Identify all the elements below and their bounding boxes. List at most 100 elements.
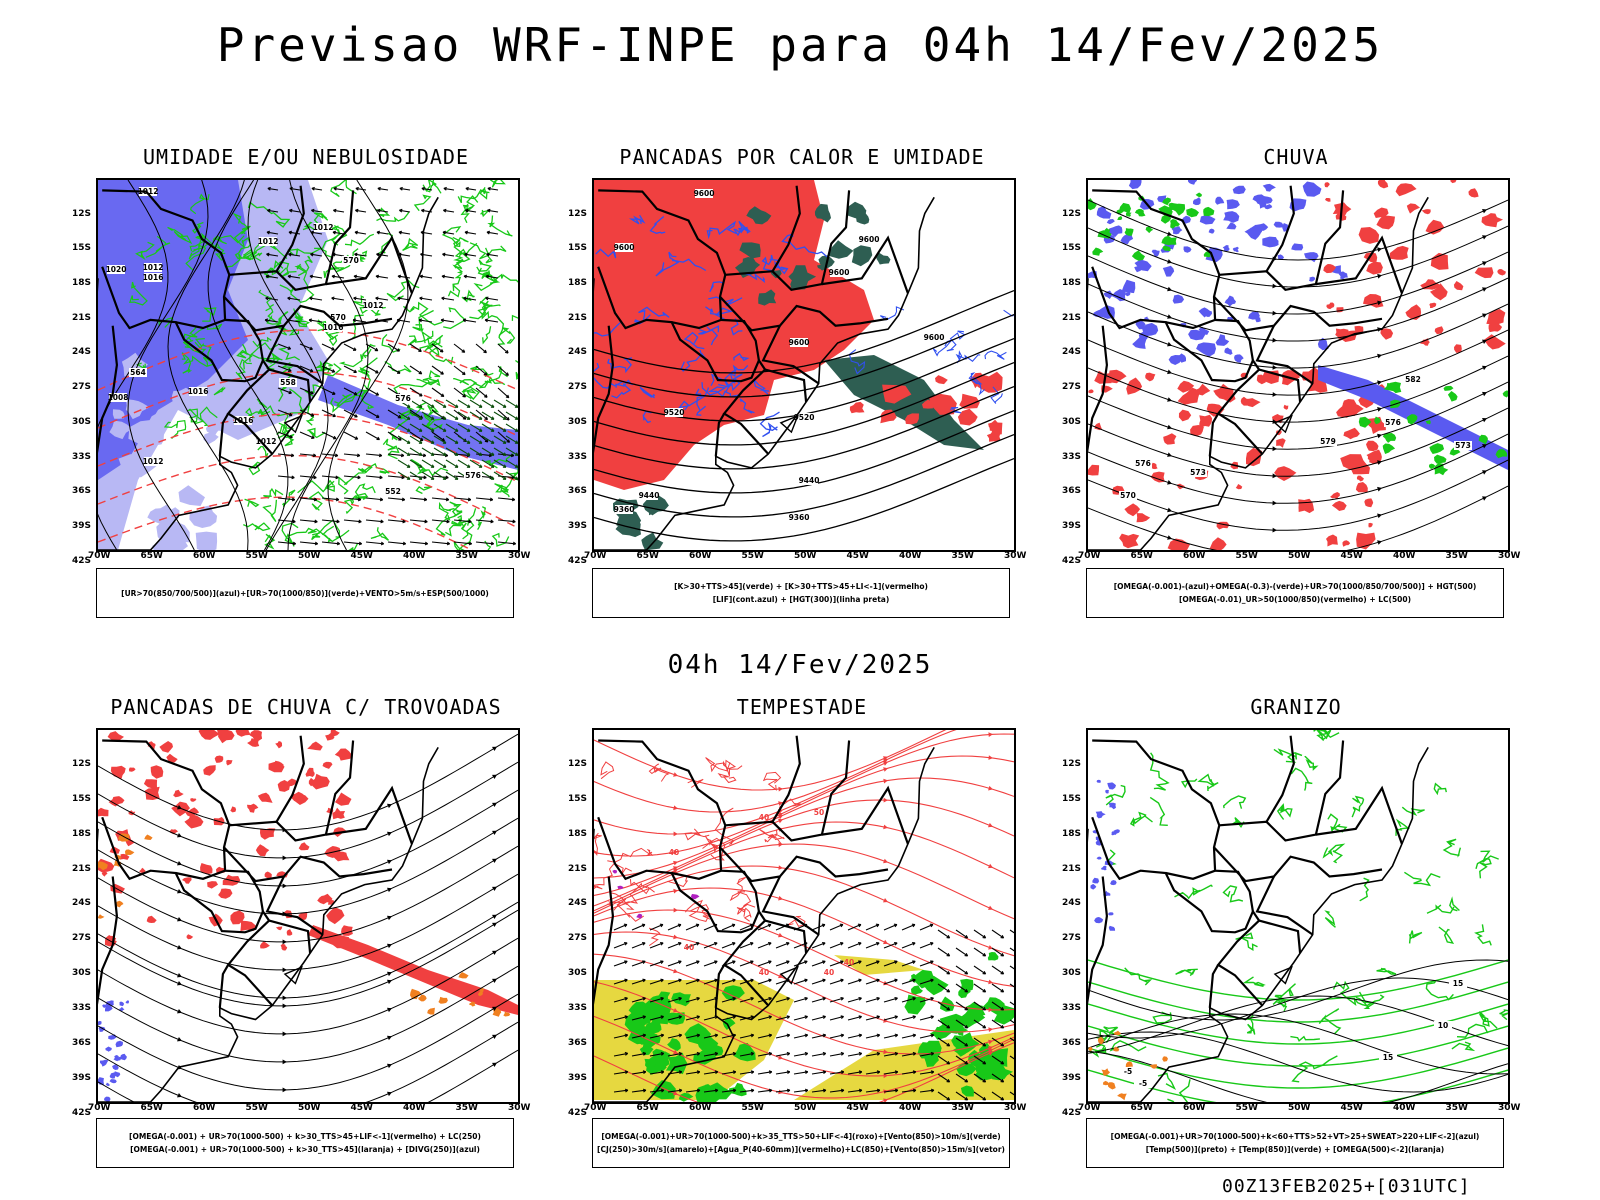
contour-label: 9440 <box>639 491 660 500</box>
panel-title: TEMPESTADE <box>736 695 868 719</box>
latitude-tick-label: 39S <box>1062 1072 1082 1083</box>
contour-label: 9600 <box>614 243 635 252</box>
longitude-tick-label: 70W <box>88 551 111 561</box>
latitude-tick-label: 12S <box>1062 758 1082 769</box>
panel-contour-labels: -5 -5 15 10 15 <box>1119 979 1467 1088</box>
map-borders <box>98 185 439 550</box>
longitude-tick-label: 35W <box>1445 1103 1468 1113</box>
latitude-tick-label: 39S <box>72 520 92 531</box>
humidity-band-area <box>318 375 518 470</box>
run-timestamp: 00Z13FEB2025+[031UTC] <box>1222 1176 1471 1197</box>
map-borders <box>98 735 439 1102</box>
map-frame <box>96 728 520 1104</box>
contour-label: -5 <box>1124 1067 1132 1076</box>
legend-line: [OMEGA(-0.001) + UR>70(1000-500) + k>30_… <box>130 1145 480 1154</box>
panel-legend: [K>30+TTS>45](verde) + [K>30+TTS>45+LI<-… <box>592 568 1010 618</box>
contour-label: 576 <box>395 394 411 403</box>
hail-blue-blobs <box>1090 779 1120 931</box>
longitude-tick-label: 70W <box>584 1103 607 1113</box>
map-canvas: 9600 9600 9600 9600 9600 9600 9520 9520 9440 9440… <box>594 180 1014 550</box>
longitude-tick-label: 45W <box>1340 1103 1363 1113</box>
longitude-tick-label: 30W <box>1004 551 1027 561</box>
panel-title: CHUVA <box>1263 145 1329 169</box>
contour-label: 573 <box>1455 441 1471 450</box>
map-borders <box>594 735 935 1102</box>
panel-legend: [OMEGA(-0.001)+UR>70(1000-500)+k>35_TTS>… <box>592 1118 1010 1168</box>
contour-label: 1012 <box>256 437 277 446</box>
contour-label: 40 <box>759 968 769 977</box>
latitude-tick-label: 18S <box>568 278 588 289</box>
precipitable-water-lines <box>594 730 1014 1102</box>
latitude-tick-label: 33S <box>568 1003 588 1013</box>
latitude-tick-label: 36S <box>1062 486 1082 497</box>
latitude-tick-label: 15S <box>72 243 92 254</box>
longitude-tick-label: 50W <box>794 1103 817 1113</box>
contour-label: 1016 <box>143 273 164 282</box>
panel-contour-labels: 9600 9600 9600 9600 9600 9600 9520 9520 9440 9440… <box>614 189 944 522</box>
contour-label: 1020 <box>106 265 127 274</box>
latitude-tick-label: 24S <box>72 347 92 358</box>
contour-label: 9600 <box>694 189 715 198</box>
longitude-tick-label: 55W <box>1235 551 1258 561</box>
temp500-lines <box>1088 959 1508 1102</box>
latitude-tick-label: 18S <box>72 828 92 839</box>
latitude-tick-label: 24S <box>1062 347 1082 358</box>
latitude-tick-label: 27S <box>568 382 588 393</box>
panel-title: UMIDADE E/OU NEBULOSIDADE <box>142 145 470 169</box>
contour-label: 9600 <box>859 235 880 244</box>
latitude-tick-label: 18S <box>1062 278 1082 289</box>
longitude-tick-label: 65W <box>140 1103 163 1113</box>
contour-label: 579 <box>1320 437 1336 446</box>
map-borders <box>1088 735 1429 1102</box>
longitude-tick-label: 60W <box>193 1103 216 1113</box>
streamlines <box>1088 199 1508 550</box>
map-canvas <box>98 730 518 1102</box>
latitude-tick-label: 33S <box>1062 451 1082 462</box>
latitude-tick-label: 18S <box>568 828 588 839</box>
precip-water-contours <box>594 757 806 947</box>
contour-label: -5 <box>1139 1079 1147 1088</box>
cape-green-band <box>824 355 984 450</box>
map-borders <box>594 185 935 550</box>
latitude-tick-label: 24S <box>72 898 92 909</box>
contour-label: 558 <box>280 378 296 387</box>
latitude-tick-label: 24S <box>568 898 588 909</box>
longitude-tick-label: 45W <box>350 1103 373 1113</box>
latitude-tick-label: 39S <box>568 1072 588 1083</box>
legend-line: [OMEGA(-0.001)-(azul)+OMEGA(-0.3)-(verde… <box>1113 582 1477 591</box>
latitude-tick-label: 30S <box>1062 968 1082 979</box>
contour-label: 1012 <box>313 223 334 232</box>
panel-contour-labels: 582 576 579 576 573 570 573 <box>1119 375 1472 500</box>
lifted-index-contours-ocean <box>848 306 1014 415</box>
thunder-orange-band <box>410 972 511 1017</box>
latitude-tick-label: 39S <box>1062 520 1082 531</box>
longitude-tick-label: 70W <box>88 1103 111 1113</box>
latitude-tick-label: 33S <box>568 451 588 462</box>
longitude-tick-label: 60W <box>193 551 216 561</box>
contour-label: 40 <box>669 848 679 857</box>
latitude-tick-label: 21S <box>568 312 588 323</box>
latitude-tick-label: 15S <box>568 243 588 254</box>
longitude-tick-label: 45W <box>846 1103 869 1113</box>
latitude-tick-label: 21S <box>1062 863 1082 874</box>
contour-label: 576 <box>465 471 481 480</box>
rain-red-blobs-north <box>1323 180 1506 353</box>
latitude-tick-label: 15S <box>568 793 588 804</box>
divergence-blue-blobs <box>98 1000 129 1102</box>
longitude-tick-label: 50W <box>1288 1103 1311 1113</box>
latitude-tick-label: 36S <box>568 1037 588 1048</box>
contour-label: 9440 <box>799 476 820 485</box>
cape-green-south <box>613 494 669 550</box>
latitude-tick-label: 12S <box>72 758 92 769</box>
omega-band-green <box>1358 381 1508 476</box>
longitude-tick-label: 65W <box>140 551 163 561</box>
latitude-tick-label: 30S <box>72 416 92 427</box>
latitude-tick-label: 30S <box>1062 416 1082 427</box>
latitude-tick-label: 39S <box>568 520 588 531</box>
streamlines <box>98 733 518 1102</box>
longitude-tick-label: 55W <box>245 551 268 561</box>
longitude-tick-label: 65W <box>636 551 659 561</box>
longitude-tick-label: 40W <box>899 1103 922 1113</box>
longitude-tick-label: 50W <box>298 1103 321 1113</box>
map-canvas: 582 576 579 576 573 570 573 <box>1088 180 1508 550</box>
